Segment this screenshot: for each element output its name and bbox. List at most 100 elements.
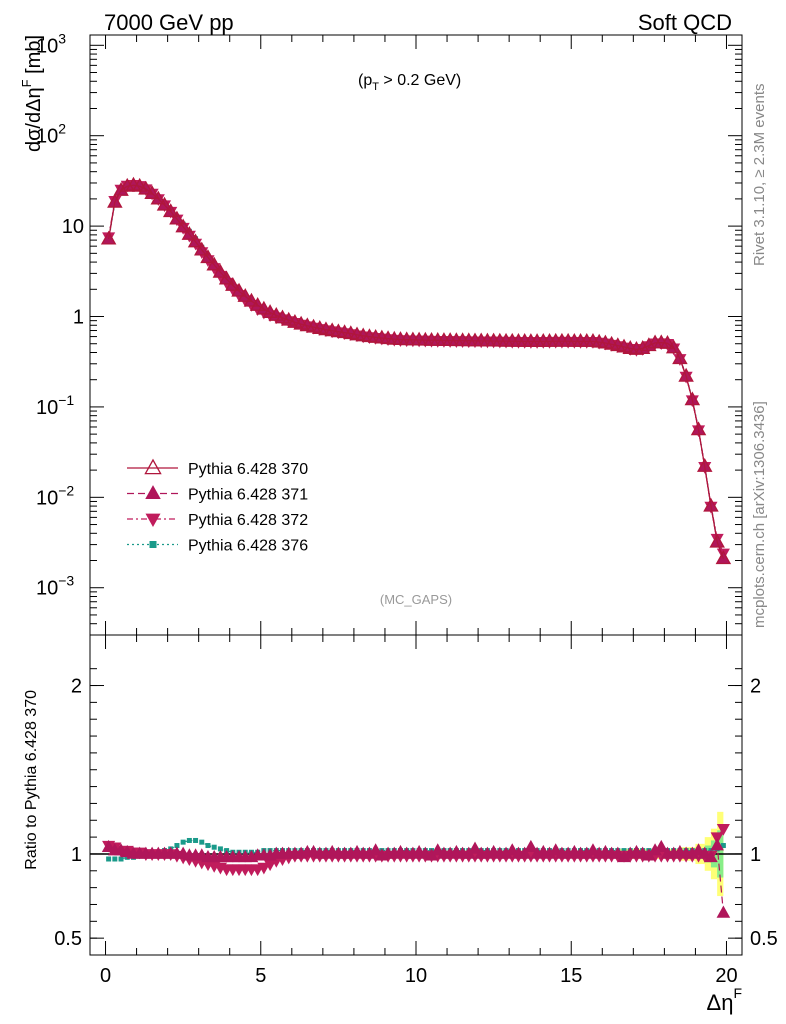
data-point bbox=[181, 225, 198, 240]
data-point bbox=[249, 296, 266, 311]
legend-entry: Pythia 6.428 376 bbox=[127, 538, 308, 555]
ratio-point bbox=[505, 843, 520, 856]
legend-entry: Pythia 6.428 370 bbox=[127, 458, 308, 478]
ratio-point bbox=[586, 843, 600, 856]
series-1 bbox=[100, 176, 732, 565]
ratio-point bbox=[430, 843, 445, 856]
legend-label: Pythia 6.428 376 bbox=[188, 538, 308, 555]
ratio-point bbox=[101, 839, 116, 853]
ratio-point bbox=[174, 843, 180, 849]
ratio-ticks: 0.5 0.51 12 20 5 10 15 20 bbox=[54, 635, 778, 987]
ratio-point bbox=[193, 837, 199, 843]
main-ytick-base: 10 bbox=[36, 578, 58, 600]
main-ytick-label: 10−1 bbox=[36, 392, 74, 419]
data-point bbox=[100, 230, 117, 245]
legend-label: Pythia 6.428 372 bbox=[188, 512, 308, 529]
data-point bbox=[194, 241, 210, 256]
ratio-point bbox=[716, 905, 731, 918]
main-ylabel: dσ/dΔηF [mb] bbox=[19, 35, 45, 152]
ratio-point bbox=[205, 843, 211, 849]
rivet-label: Rivet 3.1.10, ≥ 2.3M events bbox=[751, 84, 768, 267]
main-ytick-exp: −1 bbox=[58, 392, 74, 408]
ratio-point bbox=[716, 823, 730, 836]
data-point bbox=[641, 337, 657, 352]
ratio-point bbox=[257, 862, 271, 875]
ratio-point bbox=[106, 856, 112, 862]
ratio-ytick-label-right: 1 bbox=[750, 844, 761, 866]
ratio-point bbox=[691, 843, 706, 856]
ratio-point bbox=[697, 846, 712, 859]
data-point bbox=[672, 350, 688, 365]
ratio-line bbox=[108, 839, 724, 860]
main-ylabel-text: dσ/dΔη bbox=[23, 87, 45, 152]
data-point bbox=[628, 341, 645, 355]
data-point bbox=[634, 340, 651, 354]
cut-prefix: (p bbox=[358, 72, 372, 89]
ratio-point bbox=[517, 846, 532, 859]
ratio-xtick-label: 10 bbox=[405, 965, 427, 987]
main-ytick-label: 1 bbox=[73, 307, 84, 329]
data-point bbox=[131, 177, 148, 192]
analysis-label: (MC_GAPS) bbox=[380, 592, 452, 607]
ratio-point bbox=[704, 849, 718, 863]
ratio-point bbox=[524, 839, 538, 853]
ratio-point bbox=[217, 846, 223, 852]
main-ytick-exp: −3 bbox=[58, 573, 74, 589]
main-ytick-base: 10 bbox=[36, 487, 58, 509]
legend-marker bbox=[145, 485, 161, 500]
data-point bbox=[218, 270, 235, 285]
data-point bbox=[703, 497, 719, 512]
legend-entry: Pythia 6.428 371 bbox=[127, 485, 308, 504]
data-point bbox=[709, 533, 725, 548]
ratio-series bbox=[101, 823, 731, 918]
main-ytick-label: 10−2 bbox=[36, 482, 74, 509]
data-point bbox=[256, 300, 272, 315]
ratio-ytick-label: 1 bbox=[71, 844, 82, 866]
data-point bbox=[200, 249, 216, 264]
data-point bbox=[243, 292, 260, 307]
ratio-point bbox=[611, 846, 625, 859]
main-ytick-label: 10−3 bbox=[36, 573, 74, 600]
legend-marker bbox=[144, 458, 162, 475]
legend-marker bbox=[145, 513, 161, 528]
ratio-point bbox=[468, 841, 482, 854]
ratio-point bbox=[548, 843, 563, 856]
ratio-ytick-label: 0.5 bbox=[54, 928, 82, 950]
data-point bbox=[678, 367, 694, 382]
ratio-xtick-label: 20 bbox=[715, 965, 737, 987]
main-ytick-label: 10 bbox=[62, 216, 84, 238]
data-point bbox=[237, 288, 253, 302]
data-point bbox=[715, 550, 732, 565]
ratio-xtick-label: 0 bbox=[100, 965, 111, 987]
ratio-panel: 0.5 0.51 12 20 5 10 15 20 Ratio to Pythia 6.428… bbox=[23, 634, 778, 1015]
ratio-ylabel: Ratio to Pythia 6.428 370 bbox=[23, 690, 40, 870]
data-point bbox=[169, 210, 185, 225]
data-point bbox=[659, 335, 676, 349]
ratio-point bbox=[368, 843, 383, 856]
ratio-point bbox=[710, 838, 724, 851]
data-point bbox=[138, 180, 154, 195]
ratio-point bbox=[710, 832, 724, 845]
cut-suffix: > 0.2 GeV) bbox=[379, 72, 461, 89]
ratio-point bbox=[720, 843, 726, 849]
data-point bbox=[113, 181, 129, 196]
data-point bbox=[665, 339, 682, 354]
ratio-ytick-label-right: 0.5 bbox=[750, 928, 778, 950]
ratio-frame bbox=[89, 634, 743, 956]
data-point bbox=[175, 218, 191, 233]
ratio-point bbox=[199, 839, 205, 845]
main-ytick-exp: 2 bbox=[58, 121, 66, 137]
data-point bbox=[684, 391, 701, 406]
main-series bbox=[100, 176, 732, 565]
data-point bbox=[212, 263, 229, 278]
mcplots-label: mcplots.cern.ch [arXiv:1306.3436] bbox=[751, 401, 768, 628]
cut-annotation: (pT > 0.2 GeV) bbox=[358, 72, 461, 93]
legend: Pythia 6.428 370 Pythia 6.428 371 Pythia 6… bbox=[127, 458, 308, 555]
ratio-xlabel-sup: F bbox=[733, 985, 742, 1001]
ratio-point bbox=[112, 856, 118, 862]
data-point bbox=[231, 282, 247, 297]
ratio-xtick-label: 5 bbox=[255, 965, 266, 987]
